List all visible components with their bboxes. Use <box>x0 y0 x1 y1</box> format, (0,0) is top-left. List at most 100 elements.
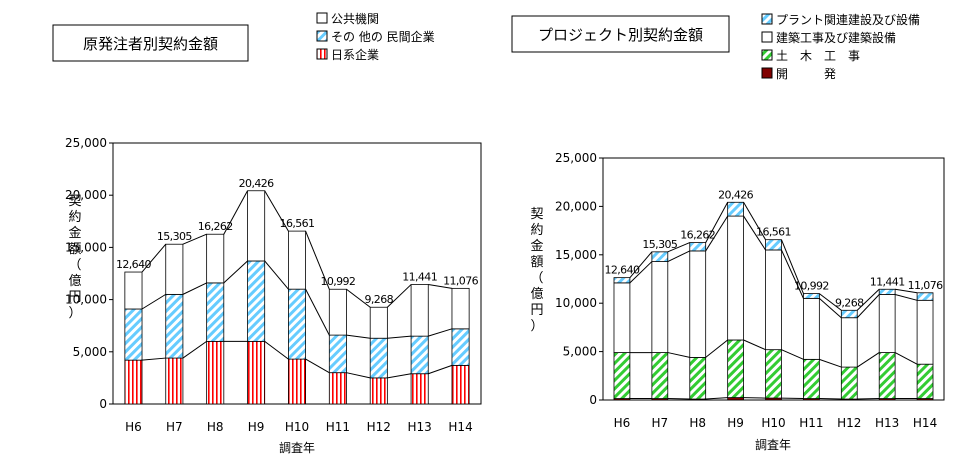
bar-segment <box>651 251 669 262</box>
y-tick-label: 10,000 <box>555 296 597 310</box>
total-data-label: 20,426 <box>239 177 274 190</box>
legend-swatch <box>761 13 773 25</box>
series-connector-line <box>223 260 248 284</box>
chart-title-box <box>52 24 249 62</box>
bar-segment <box>916 299 934 365</box>
y-axis-label-char: 億 <box>530 286 543 302</box>
series-connector-line <box>305 288 330 336</box>
total-data-label: 11,441 <box>870 275 905 288</box>
series-connector-line <box>629 251 653 278</box>
legend-swatch <box>316 30 328 42</box>
series-connector-line <box>387 373 412 379</box>
y-axis-label-char: 額 <box>530 255 543 270</box>
bar-segment <box>451 364 470 405</box>
series-connector-line <box>705 215 729 252</box>
bar-segment <box>247 260 266 342</box>
y-axis-label-char: 額 <box>68 242 81 257</box>
series-connector-line <box>346 372 371 379</box>
y-axis-label-char: 約 <box>530 223 543 238</box>
y-tick-label: 5,000 <box>73 345 107 359</box>
series-connector-line <box>264 340 289 360</box>
series-connector-line <box>781 349 804 360</box>
bar-segment <box>689 250 707 358</box>
x-tick-label: H10 <box>285 420 309 434</box>
series-connector-line <box>743 339 766 351</box>
series-connector-line <box>743 202 766 240</box>
x-tick-label: H6 <box>125 420 142 434</box>
series-connector-line <box>223 190 248 235</box>
bar-segment <box>369 306 388 339</box>
bar-segment <box>689 242 707 252</box>
bar-segment <box>369 377 388 405</box>
bar-segment <box>840 309 858 319</box>
x-tick-label: H8 <box>689 416 706 430</box>
bar-segment <box>410 335 429 375</box>
series-connector-line <box>819 358 842 368</box>
total-data-label: 16,561 <box>756 226 791 239</box>
bar-segment <box>765 249 782 351</box>
legend-swatch <box>761 31 773 43</box>
y-axis-label-char: 契 <box>68 194 81 209</box>
total-data-label: 16,561 <box>280 217 315 230</box>
x-tick-label: H6 <box>614 416 631 430</box>
series-connector-line <box>705 397 728 400</box>
series-connector-line <box>346 334 371 339</box>
x-tick-label: H9 <box>248 420 265 434</box>
series-connector-line <box>387 284 412 308</box>
bar-segment <box>124 308 143 361</box>
bar-segment <box>410 373 429 405</box>
x-tick-label: H8 <box>207 420 224 434</box>
series-connector-line <box>182 282 207 295</box>
series-connector-line <box>819 297 842 319</box>
y-tick-label: 20,000 <box>555 199 597 213</box>
series-connector-line <box>428 364 453 375</box>
bar-segment <box>613 352 631 399</box>
series-connector-line <box>264 190 289 232</box>
y-axis-label-char: ） <box>530 319 543 334</box>
bar-segment <box>878 288 896 295</box>
bar-segment <box>165 243 184 295</box>
series-connector-line <box>141 293 167 310</box>
bar-segment <box>727 201 744 217</box>
bar-segment <box>206 282 225 342</box>
series-connector-line <box>705 202 729 243</box>
legend-label: 日系企業 <box>331 47 379 62</box>
series-connector-line <box>182 233 207 245</box>
series-connector-line <box>780 239 804 294</box>
bar-segment <box>165 293 184 359</box>
total-data-label: 20,426 <box>718 188 753 201</box>
y-tick-label: 20,000 <box>65 188 107 202</box>
bar-segment <box>651 352 669 399</box>
series-connector-line <box>629 261 653 284</box>
bar-segment <box>878 294 896 353</box>
y-axis-label-char: ） <box>68 306 81 321</box>
series-connector-line <box>895 288 918 294</box>
legend-label: 開 発 <box>776 67 836 81</box>
legend-label: プラント関連建設及び設備 <box>776 12 920 27</box>
total-data-label: 15,305 <box>157 230 192 243</box>
series-connector-line <box>667 242 690 253</box>
bar-segment <box>165 357 184 405</box>
series-connector-line <box>705 339 728 358</box>
legend-swatch <box>761 49 773 61</box>
series-connector-line <box>894 294 918 301</box>
total-data-label: 11,441 <box>402 271 437 284</box>
x-tick-label: H10 <box>761 416 785 430</box>
total-data-label: 15,305 <box>642 238 677 251</box>
bar-segment <box>613 277 631 284</box>
bar-segment <box>727 339 744 398</box>
legend-label: 建築工事及び建築設備 <box>776 30 896 45</box>
y-axis-label-char: 約 <box>68 210 81 225</box>
series-connector-line <box>856 294 880 319</box>
series-connector-line <box>305 358 330 374</box>
total-data-label: 16,262 <box>198 220 233 233</box>
bar-segment <box>247 340 266 405</box>
bar-segment <box>206 340 225 405</box>
series-connector-line <box>667 352 690 358</box>
bar-segment <box>328 334 347 374</box>
series-connector-line <box>894 352 918 365</box>
bar-segment <box>288 358 306 405</box>
total-data-label: 11,076 <box>443 274 478 287</box>
